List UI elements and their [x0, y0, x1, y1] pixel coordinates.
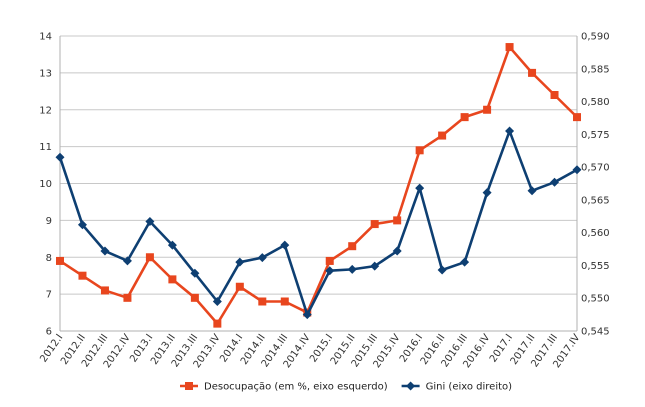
series-line	[59, 45, 578, 325]
data-point	[55, 152, 65, 162]
data-point	[572, 165, 582, 175]
data-point	[325, 256, 334, 265]
data-point	[505, 126, 515, 136]
left-axis-tick-label: 10	[39, 179, 52, 190]
series-gini	[55, 126, 582, 320]
right-axis-tick-label: 0,580	[581, 97, 610, 108]
data-point	[347, 264, 357, 274]
right-axis-tick-label: 0,590	[581, 32, 610, 43]
left-axis-tick-label: 8	[46, 253, 52, 264]
data-point	[438, 131, 447, 140]
data-point	[258, 297, 267, 306]
right-axis-ticks: 0,545 0,550 0,555 0,560 0,565 0,570 0,575 0,580…	[581, 32, 610, 338]
legend-swatch-marker	[406, 381, 416, 391]
data-point	[437, 265, 447, 275]
data-point	[528, 68, 537, 77]
data-point	[100, 246, 110, 256]
left-axis-tick-label: 11	[39, 142, 52, 153]
left-axis-tick-label: 14	[39, 32, 52, 43]
data-point	[370, 220, 379, 229]
left-axis-tick-label: 13	[39, 68, 52, 79]
data-point	[167, 240, 177, 250]
data-point	[415, 183, 425, 193]
data-point	[393, 216, 402, 225]
data-point	[280, 297, 289, 306]
left-axis-tick-label: 12	[39, 105, 52, 116]
data-point	[168, 275, 177, 284]
data-point	[145, 217, 155, 227]
data-point	[145, 253, 154, 262]
right-axis-tick-label: 0,560	[581, 228, 610, 239]
right-axis-tick-label: 0,555	[581, 261, 610, 272]
data-point	[280, 240, 290, 250]
data-point	[482, 188, 492, 198]
series-group	[55, 43, 582, 328]
data-point	[190, 268, 200, 278]
legend-swatch-marker	[185, 382, 193, 390]
data-point	[325, 266, 335, 276]
legend-item: Gini (eixo direito)	[401, 381, 513, 393]
data-point	[77, 220, 87, 230]
legend-item: Desocupação (em %, eixo esquerdo)	[180, 382, 388, 393]
right-axis-tick-label: 0,570	[581, 163, 610, 174]
left-axis-tick-label: 9	[46, 216, 52, 227]
data-point	[370, 261, 380, 271]
data-point	[505, 43, 514, 52]
right-axis-tick-label: 0,585	[581, 64, 610, 75]
left-axis-tick-label: 6	[46, 327, 52, 338]
left-axis-ticks: 6 7 8 9 10 11 12 13 14	[39, 32, 52, 338]
data-point	[302, 310, 312, 320]
data-point	[483, 105, 492, 114]
data-point	[122, 256, 132, 266]
right-axis-tick-label: 0,575	[581, 130, 610, 141]
right-axis-tick-label: 0,565	[581, 195, 610, 206]
series-line	[58, 129, 578, 316]
data-point	[460, 257, 470, 267]
data-point	[235, 257, 245, 267]
data-point	[415, 146, 424, 155]
left-axis-tick-label: 7	[46, 290, 52, 301]
axes	[59, 36, 578, 332]
data-point	[392, 246, 402, 256]
data-point	[78, 271, 87, 280]
data-point	[573, 113, 581, 122]
data-point	[212, 297, 222, 306]
data-point	[235, 282, 244, 291]
data-point	[257, 253, 267, 263]
data-point	[123, 293, 132, 302]
data-point	[527, 186, 537, 196]
data-point	[460, 113, 469, 122]
x-axis-ticks: 2012.I2012.II2012.III2012.IV2013.I2013.I…	[38, 332, 582, 370]
right-axis-tick-label: 0,550	[581, 294, 610, 305]
data-point	[550, 177, 560, 187]
data-point	[213, 319, 222, 328]
right-axis-tick-label: 0,545	[581, 327, 610, 338]
legend-label: Gini (eixo direito)	[426, 382, 513, 393]
legend: Desocupação (em %, eixo esquerdo) Gini (e…	[180, 381, 513, 393]
data-point	[190, 293, 199, 302]
data-point	[100, 286, 109, 295]
series-desocupacao	[56, 43, 581, 328]
data-point	[348, 242, 357, 251]
data-point	[550, 91, 559, 99]
legend-label: Desocupação (em %, eixo esquerdo)	[204, 382, 388, 393]
data-point	[56, 256, 64, 265]
